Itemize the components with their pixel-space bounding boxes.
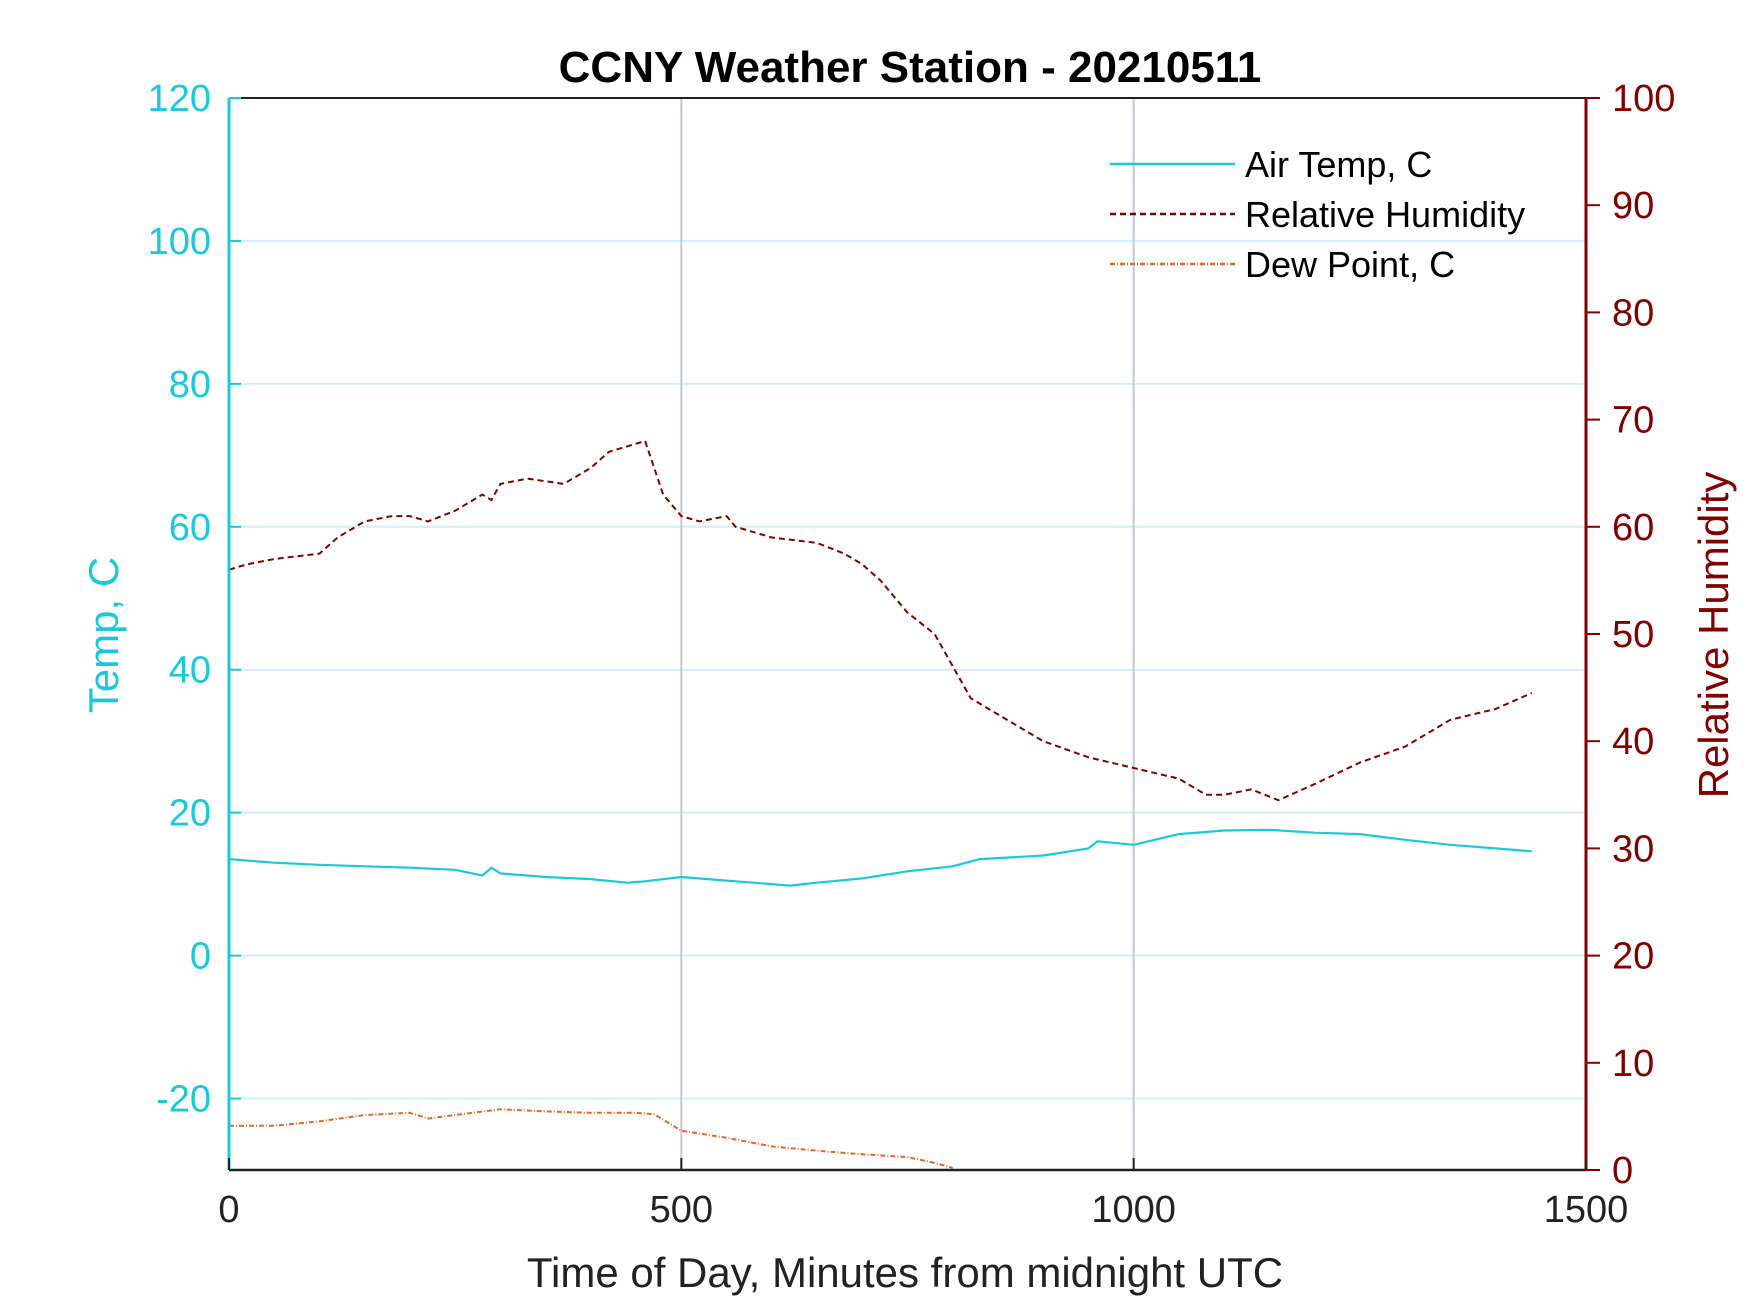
tick-labels: 0 500 1000 1500 -20 0 20 40 60 80 100 120 0 10 20 30 40 5…: [148, 78, 1676, 1231]
y-right-tick-label: 30: [1612, 828, 1654, 870]
x-tick-label: 1000: [1091, 1189, 1176, 1231]
y-right-tick-label: 80: [1612, 292, 1654, 334]
y-right-tick-label: 50: [1612, 614, 1654, 656]
y-right-tick-label: 0: [1612, 1150, 1633, 1192]
y-right-tick-label: 60: [1612, 507, 1654, 549]
x-tick-label: 1500: [1544, 1189, 1629, 1231]
y-right-tick-label: 100: [1612, 78, 1675, 120]
legend-label-relative-humidity: Relative Humidity: [1245, 194, 1525, 235]
series-air-temp-c: [228, 828, 1532, 887]
y-right-tick-label: 10: [1612, 1043, 1654, 1085]
y-axis-right-label: Relative Humidity: [1690, 472, 1737, 799]
legend: Air Temp, C Relative Humidity Dew Point,…: [1110, 144, 1525, 285]
y-left-tick-label: 60: [169, 507, 211, 549]
y-left-tick-label: 0: [190, 936, 211, 978]
y-left-tick-label: 120: [148, 78, 211, 120]
y-right-tick-label: 70: [1612, 400, 1654, 442]
y-right-tick-label: 90: [1612, 185, 1654, 227]
y-left-tick-label: -20: [156, 1079, 211, 1121]
legend-label-dew-point: Dew Point, C: [1245, 244, 1455, 285]
x-tick-label: 0: [218, 1189, 239, 1231]
x-axis-label: Time of Day, Minutes from midnight UTC: [527, 1249, 1283, 1296]
series-dew-point-c: [229, 1108, 953, 1169]
y-axis-left-label: Temp, C: [80, 557, 127, 713]
y-right-tick-label: 40: [1612, 721, 1654, 763]
y-left-tick-label: 20: [169, 793, 211, 835]
y-right-tick-label: 20: [1612, 936, 1654, 978]
y-left-tick-label: 80: [169, 364, 211, 406]
series-relative-humidity: [228, 440, 1533, 802]
y-left-tick-label: 40: [169, 650, 211, 692]
x-tick-label: 500: [650, 1189, 713, 1231]
legend-label-air-temp: Air Temp, C: [1245, 144, 1432, 185]
y-left-tick-label: 100: [148, 221, 211, 263]
chart-title: CCNY Weather Station - 20210511: [559, 43, 1262, 92]
series-layer: [228, 440, 1533, 1169]
axes: [227, 97, 1600, 1172]
